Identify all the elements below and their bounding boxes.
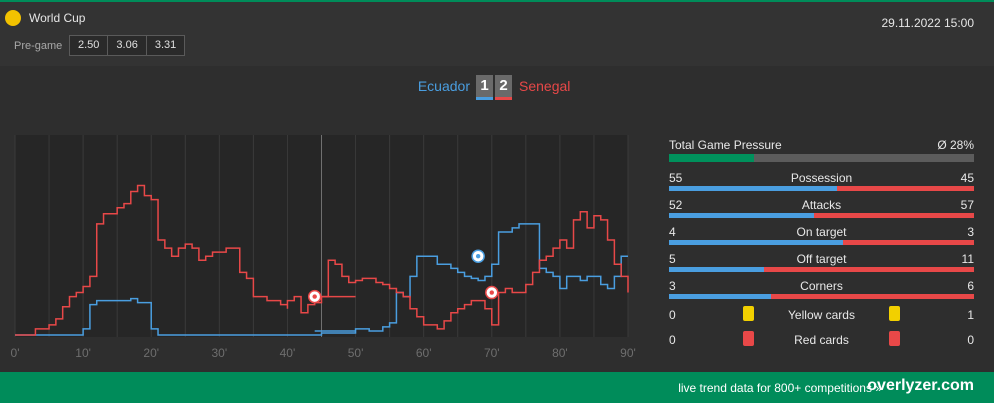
stat-bar (669, 186, 974, 191)
home-team-name[interactable]: Ecuador (417, 78, 470, 94)
competition-name[interactable]: World Cup (29, 11, 86, 25)
pregame-odds: 2.50 3.06 3.31 (69, 35, 186, 56)
pressure-bar (669, 154, 974, 162)
top-border (0, 0, 994, 2)
home-score: 1 (476, 75, 493, 100)
stat-bar-home (669, 186, 837, 191)
card-home-value: 0 (669, 333, 676, 347)
odd-home[interactable]: 2.50 (69, 35, 109, 56)
stat-home-value: 5 (669, 252, 676, 266)
competition-icon (5, 10, 21, 26)
stat-bar (669, 213, 974, 218)
pressure-label: Total Game Pressure (669, 138, 782, 152)
card-label: Yellow cards (788, 308, 855, 322)
red-card-icon (889, 331, 900, 346)
card-label: Red cards (794, 333, 849, 347)
stat-row-possession: 55 Possession 45 (669, 171, 974, 198)
x-tick-label: 80' (552, 346, 568, 360)
x-tick-label: 60' (416, 346, 432, 360)
red-card-icon (743, 331, 754, 346)
x-tick-label: 90' (620, 346, 636, 360)
odd-draw[interactable]: 3.06 (108, 35, 147, 56)
footer-brand[interactable]: overlyzer.com (867, 377, 974, 394)
stat-home-value: 55 (669, 171, 683, 185)
pregame-label: Pre-game (14, 40, 63, 52)
stat-label: Corners (800, 279, 843, 293)
x-tick-label: 10' (75, 346, 91, 360)
pressure-trend-chart[interactable]: 0' 10' 20' 30' 40' 50' 60' 70' 80' 90' (0, 125, 650, 365)
stat-label: Off target (796, 252, 847, 266)
stats-panel: Total Game Pressure Ø 28% 55 Possession 45… (669, 138, 974, 356)
stat-row-off-target: 5 Off target 11 (669, 252, 974, 279)
stat-bar (669, 267, 974, 272)
odd-away[interactable]: 3.31 (146, 35, 186, 56)
stat-bar-home (669, 213, 815, 218)
goal-ball-icon-center (312, 294, 317, 299)
goal-ball-icon-center (475, 254, 481, 259)
series-line-ecuador (15, 223, 628, 336)
stat-away-value: 3 (967, 225, 974, 239)
stat-bar-home (669, 294, 771, 299)
stat-label: On target (796, 225, 847, 239)
card-home-value: 0 (669, 308, 676, 322)
card-row-red-cards: 0 Red cards 0 (669, 331, 974, 356)
stat-home-value: 4 (669, 225, 676, 239)
stat-away-value: 45 (960, 171, 974, 185)
footer-tagline: live trend data for 800+ competitions » (678, 381, 882, 395)
x-tick-label: 70' (484, 346, 500, 360)
yellow-card-icon (743, 306, 754, 321)
card-away-value: 1 (967, 308, 974, 322)
away-score: 2 (495, 75, 512, 100)
pressure-header: Total Game Pressure Ø 28% (669, 138, 974, 152)
yellow-card-icon (889, 306, 900, 321)
stat-bar-home (669, 267, 765, 272)
footer-banner[interactable]: live trend data for 800+ competitions » … (0, 372, 994, 403)
card-away-value: 0 (967, 333, 974, 347)
away-team-name[interactable]: Senegal (519, 78, 571, 94)
pressure-value: Ø 28% (937, 138, 974, 152)
card-row-yellow-cards: 0 Yellow cards 1 (669, 306, 974, 331)
x-tick-label: 20' (143, 346, 159, 360)
stat-home-value: 3 (669, 279, 676, 293)
stat-bar-home (669, 240, 844, 245)
stat-away-value: 57 (960, 198, 974, 212)
stat-home-value: 52 (669, 198, 683, 212)
series-line-senegal (15, 184, 629, 336)
x-tick-label: 30' (212, 346, 228, 360)
stat-bar (669, 240, 974, 245)
stat-row-corners: 3 Corners 6 (669, 279, 974, 306)
stat-label: Attacks (801, 198, 842, 212)
x-tick-label: 40' (280, 346, 296, 360)
x-tick-label: 0' (11, 346, 20, 360)
stat-bar (669, 294, 974, 299)
pressure-fill (669, 154, 755, 162)
goal-ball-icon-center (489, 290, 494, 295)
stat-away-value: 11 (961, 252, 974, 266)
match-datetime: 29.11.2022 15:00 (881, 16, 974, 30)
scoreline: Ecuador 1 2 Senegal (0, 74, 994, 102)
stat-row-on-target: 4 On target 3 (669, 225, 974, 252)
stat-row-attacks: 52 Attacks 57 (669, 198, 974, 225)
x-tick-label: 50' (348, 346, 364, 360)
match-header: World Cup 29.11.2022 15:00 Pre-game 2.50… (0, 2, 994, 66)
stat-away-value: 6 (967, 279, 974, 293)
stat-label: Possession (790, 171, 853, 185)
